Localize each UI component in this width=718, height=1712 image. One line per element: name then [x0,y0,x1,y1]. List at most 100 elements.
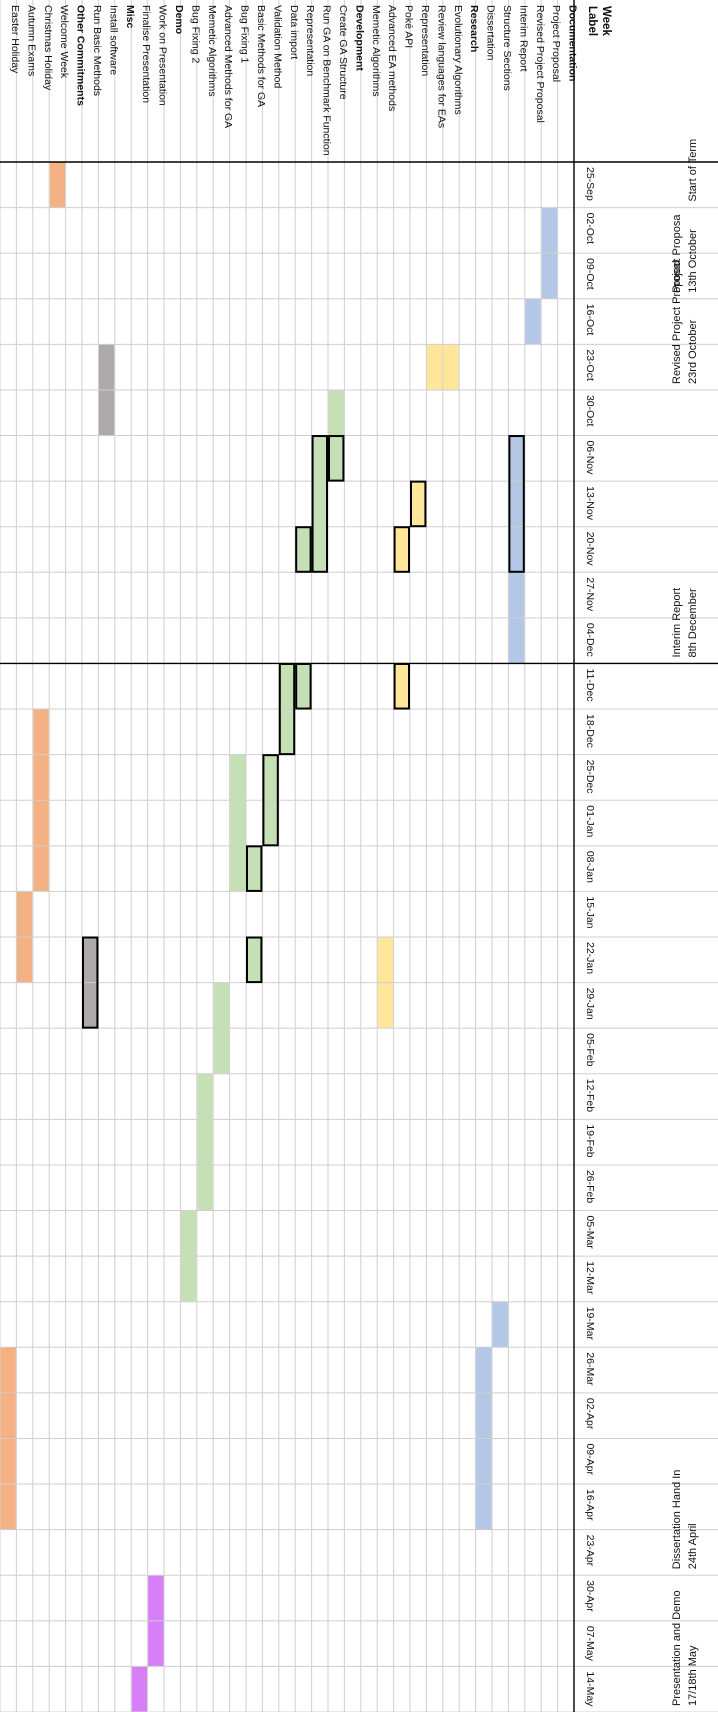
task-label: Advanced EA methods [386,5,398,111]
task-label: Welcome Week [58,5,70,79]
week-label: 11-Dec [584,668,596,701]
week-label: 30-Apr [584,1580,596,1612]
bar-outline [278,662,296,756]
milestone-label: Interim Report [671,588,683,658]
section-label: Other Commitments [75,5,87,106]
task-label: Autumn Exams [25,5,37,76]
bar-yellow [394,663,410,710]
milestone-labels: Start of Term 13th October Project Proposa… [671,139,699,1706]
task-label: Create GA Structure [337,5,349,100]
task-label: Representation [419,5,431,76]
week-label: 12-Feb [584,1079,596,1112]
task-labels: Label Week Documentation Project Proposal Re… [9,5,612,156]
bar-outline [262,754,279,847]
section-label: Misc [124,5,136,29]
section-label: Research [468,5,480,52]
week-labels: 25-Sep 02-Oct 09-Oct 16-Oct 23-Oct 30-Oct 06-N… [584,167,596,1707]
milestone-label: 23rd October [687,319,699,384]
bar-yellow [426,344,443,390]
week-label: 18-Dec [584,714,596,748]
task-label: Memetic Algorithms [370,5,382,97]
milestone-label: Revised Project Proposal [671,260,683,384]
week-label: 22-Jan [584,942,596,974]
week-label: 04-Dec [584,623,596,657]
task-label: Validation Method [271,5,283,88]
week-label: 09-Apr [584,1443,596,1475]
week-label: 25-Dec [584,760,596,794]
task-label: Structure Sections [501,5,513,91]
bar-green [312,435,328,573]
bar-yellow [410,481,426,527]
week-label: 09-Oct [584,258,596,290]
section-label: Development [353,5,365,71]
bar-outline [508,435,525,573]
task-label: Interim Report [517,5,529,72]
milestone-label: 17/18th May [687,1645,699,1706]
bar-outline [328,435,345,482]
week-label: 13-Nov [584,486,596,521]
task-label: Bug Fixing 1 [239,5,251,64]
bar-blue [508,435,525,664]
bar-outline [295,526,312,573]
task-label: Bug Fixing 2 [189,5,201,64]
task-label: Data import [288,5,300,59]
bar-yellow [443,344,459,390]
week-label: 08-Jan [584,851,596,883]
week-label: 26-Feb [584,1170,596,1203]
bar-outline [295,662,312,710]
week-label: 06-Nov [584,441,596,476]
week-header: Week [600,6,612,36]
section-label: Documentation [567,5,579,81]
task-label: Revised Project Proposal [534,5,546,123]
milestone-label: 24th April [687,1523,699,1569]
task-label: Run GA on Benchmark Function [321,5,333,156]
bar-green [295,663,312,710]
bar-outline [410,480,427,528]
week-label: 29-Jan [584,988,596,1020]
week-label: 02-Apr [584,1398,596,1430]
milestone-label: Project Proposa [671,214,683,293]
milestone-label: Dissertation Hand In [671,1470,683,1570]
outlines-group [82,435,525,1029]
bar-blue [492,1301,508,1348]
bar-green [295,526,312,573]
milestone-label: Presentation and Demo [671,1590,683,1706]
task-label: Install software [107,5,119,75]
task-label: Representation [304,5,316,76]
section-label: Demo [173,5,185,34]
milestone-label: 8th December [687,588,699,657]
week-label: 23-Apr [584,1535,596,1567]
task-label: Evolutionary Algorithms [452,5,464,115]
week-label: 12-Mar [584,1261,596,1295]
task-label: Memetic Algorithms [206,5,218,97]
task-label: Run Basic Methods [91,5,103,96]
bar-green [230,754,246,892]
task-label: Advanced Methods for GA [222,5,234,128]
week-label: 19-Feb [584,1124,596,1157]
bar-green [246,845,262,892]
task-label: Poké API [403,5,415,48]
bar-outline [393,662,411,710]
bar-green [246,937,262,983]
bar-blue [525,298,541,345]
task-label: Project Proposal [550,5,562,82]
week-label: 02-Oct [584,213,596,245]
bar-outline [393,526,411,573]
week-label: 05-Feb [584,1033,596,1066]
week-label: 23-Oct [584,349,596,381]
task-label: Basic Methods for GA [255,5,267,107]
week-label: 25-Sep [584,167,596,201]
week-label: 07-May [584,1626,596,1662]
week-label: 16-Apr [584,1489,596,1521]
week-label: 14-May [584,1671,596,1707]
bar-outline [82,936,99,1029]
bar-yellow [394,526,410,573]
milestone-label: 13th October [687,229,699,293]
week-label: 05-Mar [584,1216,596,1250]
bar-outline [311,435,329,573]
week-label: 16-Oct [584,304,596,336]
bar-outline [246,845,263,892]
task-label: Christmas Holiday [42,5,54,91]
